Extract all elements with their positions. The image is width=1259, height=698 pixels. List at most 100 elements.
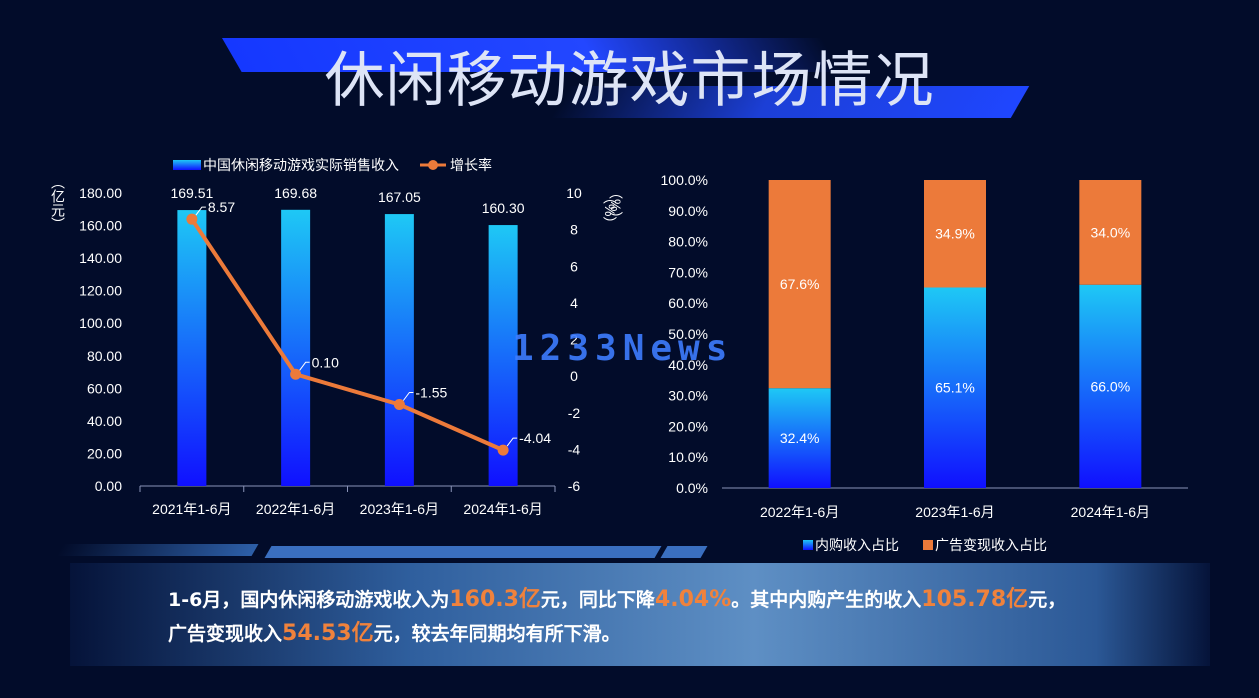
summary-line-2: 广告变现收入54.53亿元，较去年同期均有所下滑。 bbox=[168, 615, 621, 647]
growth-rate-leader bbox=[299, 361, 310, 371]
iap-share-label: 32.4% bbox=[780, 430, 820, 446]
decor-stripe-left bbox=[56, 544, 259, 556]
y2-axis-tick-label: -4 bbox=[568, 441, 581, 457]
y-axis-tick-label: 160.00 bbox=[79, 218, 122, 234]
iap-share-bar bbox=[924, 287, 986, 488]
x-axis-category-label: 2022年1-6月 bbox=[760, 504, 839, 520]
x-axis-category-label: 2023年1-6月 bbox=[360, 501, 439, 517]
chart2-legend: 内购收入占比 广告变现收入占比 bbox=[803, 537, 1047, 553]
x-axis-category-label: 2021年1-6月 bbox=[152, 501, 231, 517]
summary-text: 元， bbox=[1028, 589, 1067, 611]
revenue-growth-chart: 0.00 20.00 40.00 60.00 80.00 100.00 120.00 140.… bbox=[50, 157, 624, 517]
x-axis-category-label: 2023年1-6月 bbox=[915, 504, 994, 520]
y-axis-tick-label: 180.00 bbox=[79, 185, 122, 201]
growth-rate-point bbox=[290, 368, 302, 380]
revenue-bar bbox=[281, 209, 311, 487]
chart1-legend: 中国休闲移动游戏实际销售收入 增长率 bbox=[173, 157, 492, 173]
y-axis-tick-label: 20.0% bbox=[668, 418, 708, 434]
iap-share-label: 65.1% bbox=[935, 380, 975, 396]
legend-label-ad: 广告变现收入占比 bbox=[935, 537, 1047, 553]
revenue-bar bbox=[177, 210, 207, 487]
summary-line-1: 1-6月，国内休闲移动游戏收入为160.3亿元，同比下降4.04%。其中内购产生… bbox=[168, 581, 1066, 613]
legend-label-revenue: 中国休闲移动游戏实际销售收入 bbox=[203, 157, 399, 173]
y-axis-tick-label: 120.00 bbox=[79, 283, 122, 299]
legend-swatch-ad bbox=[923, 540, 933, 550]
x-axis-category-label: 2024年1-6月 bbox=[1071, 504, 1150, 520]
summary-text: 1-6月，国内休闲移动游戏收入为 bbox=[168, 589, 450, 611]
growth-rate-leader bbox=[195, 206, 206, 216]
y2-axis-tick-label: 4 bbox=[570, 295, 578, 311]
summary-text: 广告变现收入 bbox=[168, 623, 283, 645]
growth-rate-label: -4.04 bbox=[519, 430, 551, 446]
watermark: 1233News bbox=[512, 328, 734, 369]
y-axis-tick-label: 50.0% bbox=[668, 326, 708, 342]
iap-share-bar bbox=[768, 388, 831, 488]
growth-rate-label: 8.57 bbox=[208, 199, 235, 215]
growth-rate-label: -1.55 bbox=[415, 385, 447, 401]
y2-axis-tick-label: 6 bbox=[570, 258, 578, 274]
y-axis-tick-label: 90.0% bbox=[668, 203, 708, 219]
growth-rate-point bbox=[497, 444, 509, 456]
page-title: 休闲移动游戏市场情况 bbox=[324, 46, 935, 116]
x-axis-category-label: 2024年1-6月 bbox=[463, 501, 542, 517]
y-axis-tick-label: 40.0% bbox=[668, 357, 708, 373]
revenue-bar-label: 167.05 bbox=[378, 189, 421, 205]
ad-share-label: 34.0% bbox=[1090, 224, 1130, 240]
legend-label-growth: 增长率 bbox=[450, 157, 492, 173]
ad-share-bar bbox=[924, 180, 986, 288]
ad-share-label: 67.6% bbox=[780, 276, 820, 292]
y-axis-title: （亿元） bbox=[50, 175, 66, 231]
growth-rate-line bbox=[190, 218, 504, 452]
y2-axis-tick-label: 8 bbox=[570, 222, 578, 238]
summary-text: 元，同比下降 bbox=[540, 589, 655, 611]
growth-rate-leader bbox=[506, 437, 518, 447]
legend-swatch-iap bbox=[803, 540, 813, 550]
summary-highlight: 54.53亿 bbox=[282, 621, 374, 646]
summary-highlight: 160.3亿 bbox=[449, 587, 541, 612]
decor-stripe-right bbox=[660, 546, 708, 558]
y-axis-title: （%） bbox=[602, 190, 618, 230]
y-axis-tick-label: 100.0% bbox=[661, 172, 708, 188]
ad-share-label: 34.9% bbox=[935, 226, 975, 242]
summary-panel: 1-6月，国内休闲移动游戏收入为160.3亿元，同比下降4.04%。其中内购产生… bbox=[70, 563, 1210, 666]
revenue-bar bbox=[488, 225, 518, 487]
y2-axis-title: （%） bbox=[608, 185, 624, 225]
ad-share-bar bbox=[1079, 180, 1142, 285]
y-axis-tick-label: 140.00 bbox=[79, 250, 122, 266]
y-axis-tick-label: 80.0% bbox=[668, 234, 708, 250]
y-axis-tick-label: 100.00 bbox=[79, 315, 122, 331]
y-axis-tick-label: 80.00 bbox=[87, 348, 122, 364]
revenue-bar bbox=[384, 214, 414, 487]
y-axis-tick-label: 60.0% bbox=[668, 295, 708, 311]
growth-rate-label: 0.10 bbox=[312, 354, 339, 370]
y-axis-tick-label: 0.0% bbox=[676, 480, 708, 496]
revenue-bar-label: 169.68 bbox=[274, 185, 317, 201]
legend-swatch-revenue bbox=[173, 160, 201, 170]
growth-rate-leader bbox=[402, 392, 414, 401]
legend-label-iap: 内购收入占比 bbox=[815, 537, 899, 553]
legend-swatch-growth-dot bbox=[428, 160, 438, 170]
summary-highlight: 105.78亿 bbox=[921, 587, 1029, 612]
y-axis-tick-label: 0.00 bbox=[95, 478, 122, 494]
summary-text: 元，较去年同期均有所下滑。 bbox=[373, 623, 621, 645]
y-axis-tick-label: 20.00 bbox=[87, 445, 122, 461]
y-axis-tick-label: 10.0% bbox=[668, 449, 708, 465]
x-axis-category-label: 2022年1-6月 bbox=[256, 501, 335, 517]
y2-axis-tick-label: -2 bbox=[568, 405, 581, 421]
y-axis-tick-label: 40.00 bbox=[87, 413, 122, 429]
growth-rate-point bbox=[186, 213, 198, 225]
y-axis-tick-label: 60.00 bbox=[87, 380, 122, 396]
y2-axis-tick-label: 10 bbox=[566, 185, 582, 201]
y-axis-tick-label: 70.0% bbox=[668, 264, 708, 280]
ad-share-bar bbox=[768, 180, 831, 389]
growth-rate-point bbox=[393, 399, 405, 411]
summary-highlight: 4.04% bbox=[654, 587, 732, 612]
revenue-bar-label: 160.30 bbox=[482, 200, 525, 216]
summary-text: 。其中内购产生的收入 bbox=[731, 589, 922, 611]
y2-axis-tick-label: -6 bbox=[568, 478, 581, 494]
decor-stripe-middle bbox=[264, 546, 662, 558]
revenue-share-chart: 0.0% 10.0% 20.0% 30.0% 40.0% 50.0% 60.0% 70.0% 8… bbox=[602, 172, 1188, 553]
y2-axis-tick-label: 0 bbox=[570, 368, 578, 384]
iap-share-bar bbox=[1079, 284, 1142, 488]
y2-axis-tick-label: 2 bbox=[570, 332, 578, 348]
